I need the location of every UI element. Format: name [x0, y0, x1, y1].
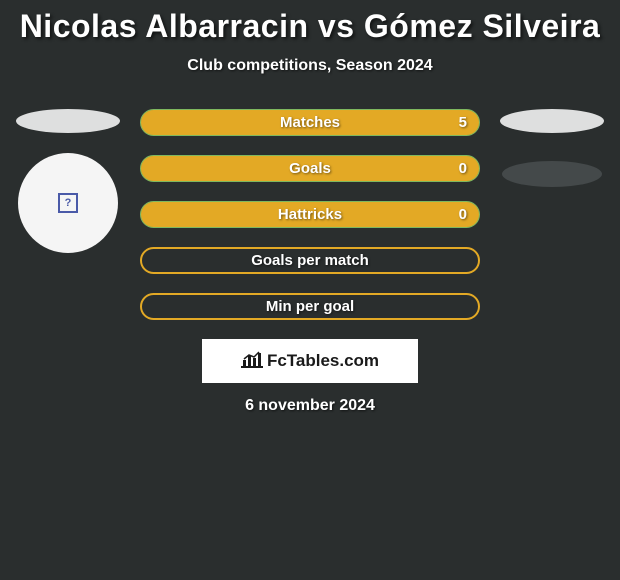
left-shapes-column: ? [8, 109, 128, 253]
subtitle: Club competitions, Season 2024 [0, 57, 620, 75]
player1-avatar: ? [18, 153, 118, 253]
page-title: Nicolas Albarracin vs Gómez Silveira [0, 8, 620, 45]
stat-label: Matches [141, 114, 479, 131]
stat-row: Goals0 [140, 155, 480, 182]
logo: FcTables.com [241, 350, 379, 373]
right-ellipse-1 [500, 109, 604, 133]
stats-list: Matches5Goals0Hattricks0Goals per matchM… [140, 109, 480, 320]
stat-label: Min per goal [142, 298, 478, 315]
player1-name: Nicolas Albarracin [20, 8, 309, 44]
vs-label: vs [318, 8, 355, 44]
main-panel: ? Matches5Goals0Hattricks0Goals per matc… [0, 109, 620, 415]
stat-label: Hattricks [141, 206, 479, 223]
stat-row: Goals per match [140, 247, 480, 274]
chart-icon [241, 350, 263, 373]
stat-right-value: 0 [459, 206, 467, 223]
stat-label: Goals per match [142, 252, 478, 269]
left-ellipse [16, 109, 120, 133]
player2-name: Gómez Silveira [364, 8, 600, 44]
stat-right-value: 5 [459, 114, 467, 131]
infographic-container: Nicolas Albarracin vs Gómez Silveira Clu… [0, 0, 620, 580]
stat-right-value: 0 [459, 160, 467, 177]
stat-row: Hattricks0 [140, 201, 480, 228]
logo-text: FcTables.com [267, 351, 379, 371]
right-ellipse-2 [502, 161, 602, 187]
right-shapes-column [492, 109, 612, 207]
date-label: 6 november 2024 [0, 397, 620, 415]
stat-row: Min per goal [140, 293, 480, 320]
stat-label: Goals [141, 160, 479, 177]
avatar-placeholder-icon: ? [58, 193, 78, 213]
logo-box: FcTables.com [202, 339, 418, 383]
stat-row: Matches5 [140, 109, 480, 136]
